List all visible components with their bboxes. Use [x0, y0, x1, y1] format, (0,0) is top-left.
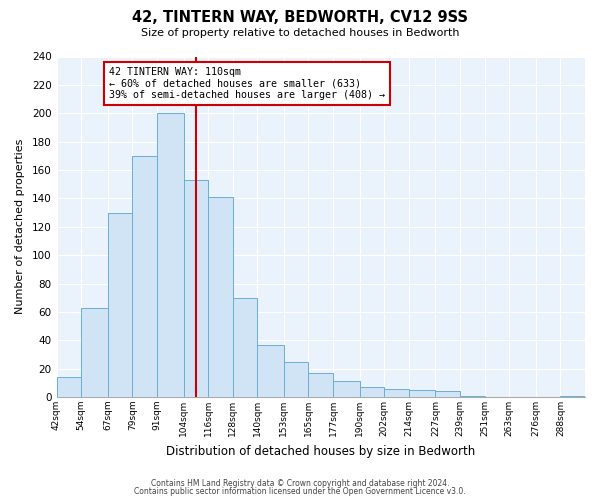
Bar — [184, 180, 208, 397]
Y-axis label: Number of detached properties: Number of detached properties — [15, 139, 25, 314]
Bar — [460, 396, 485, 397]
Bar — [436, 392, 460, 397]
Bar — [56, 377, 81, 397]
X-axis label: Distribution of detached houses by size in Bedworth: Distribution of detached houses by size … — [166, 444, 475, 458]
Bar — [157, 114, 184, 397]
Bar — [284, 362, 308, 397]
Bar — [308, 373, 333, 397]
Bar — [333, 382, 359, 397]
Bar — [409, 390, 436, 397]
Bar — [560, 396, 585, 397]
Bar — [359, 387, 384, 397]
Bar — [384, 388, 409, 397]
Bar — [133, 156, 157, 397]
Bar — [233, 298, 257, 397]
Bar — [257, 344, 284, 397]
Text: 42 TINTERN WAY: 110sqm
← 60% of detached houses are smaller (633)
39% of semi-de: 42 TINTERN WAY: 110sqm ← 60% of detached… — [109, 66, 385, 100]
Text: Contains public sector information licensed under the Open Government Licence v3: Contains public sector information licen… — [134, 487, 466, 496]
Text: 42, TINTERN WAY, BEDWORTH, CV12 9SS: 42, TINTERN WAY, BEDWORTH, CV12 9SS — [132, 10, 468, 25]
Text: Size of property relative to detached houses in Bedworth: Size of property relative to detached ho… — [141, 28, 459, 38]
Bar — [108, 212, 133, 397]
Bar — [81, 308, 108, 397]
Text: Contains HM Land Registry data © Crown copyright and database right 2024.: Contains HM Land Registry data © Crown c… — [151, 478, 449, 488]
Bar — [208, 197, 233, 397]
